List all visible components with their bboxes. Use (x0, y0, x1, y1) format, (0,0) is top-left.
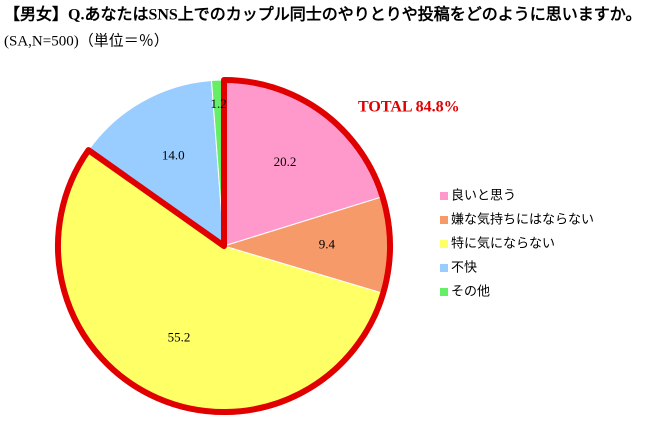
value-label: 20.2 (274, 154, 297, 169)
value-label: 9.4 (319, 236, 336, 251)
legend-label: 特に気にならない (451, 236, 555, 252)
legend-swatch (440, 264, 448, 272)
chart-subtitle: (SA,N=500)（単位＝％） (4, 32, 169, 49)
pie-slice (87, 79, 225, 248)
chart-title: 【男女】Q.あなたはSNS上でのカップル同士のやりとりや投稿をどのように思います… (4, 5, 641, 24)
value-label: 14.0 (162, 147, 185, 162)
value-label: 1.2 (211, 96, 227, 111)
legend-swatch (440, 240, 448, 248)
value-label: 55.2 (168, 330, 191, 345)
highlight-outline (55, 77, 393, 415)
legend-label: 不快 (451, 261, 477, 276)
legend-label: その他 (451, 285, 490, 300)
legend-label: 嫌な気持ちにはならない (451, 212, 594, 228)
annotation: TOTAL 84.8% (358, 99, 460, 116)
legend-label: 良いと思う (451, 188, 516, 204)
legend-swatch (440, 288, 448, 296)
legend-swatch (440, 216, 448, 224)
legend-swatch (440, 192, 448, 200)
